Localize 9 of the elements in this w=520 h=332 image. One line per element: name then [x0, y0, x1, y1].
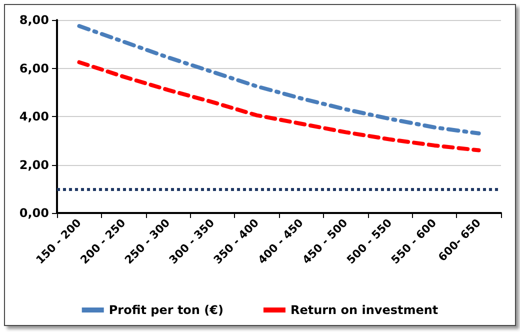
line-series [77, 60, 481, 152]
y-tick-label: 0,00 [19, 206, 49, 220]
legend-label: Return on investment [290, 303, 438, 317]
y-tick-label: 4,00 [19, 110, 49, 124]
legend-label: Profit per ton (€) [108, 303, 224, 317]
y-tick-label: 8,00 [19, 13, 49, 27]
y-tick-label: 2,00 [19, 158, 49, 172]
y-tick-label: 6,00 [19, 61, 49, 76]
line-series [77, 24, 481, 136]
